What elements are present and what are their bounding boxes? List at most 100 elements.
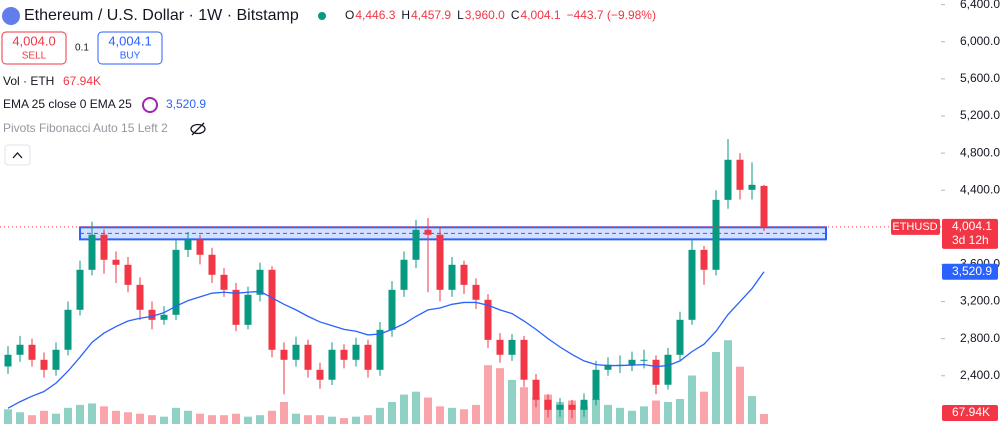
collapse-icon	[12, 152, 23, 159]
candle-body	[640, 359, 648, 361]
volume-bar	[16, 412, 24, 424]
candle-body	[376, 329, 384, 370]
candle-body	[472, 284, 480, 300]
spread: 0.1	[75, 43, 89, 54]
symbol-label: ETHUSD	[892, 221, 937, 233]
volume-legend[interactable]: Vol · ETH	[3, 74, 54, 88]
y-tick-label: 5,200.0	[960, 108, 1000, 122]
ema-tag-label: 3,520.9	[952, 264, 992, 278]
candle-body	[400, 259, 408, 290]
ema-icon[interactable]	[142, 97, 158, 113]
sell-button[interactable]	[1, 31, 67, 65]
volume-bar	[496, 368, 504, 424]
candle-body	[388, 289, 396, 330]
volume-bar	[88, 403, 96, 424]
candle-body	[232, 289, 240, 325]
y-tick-label: 5,600.0	[960, 71, 1000, 85]
candle-body	[700, 249, 708, 270]
ohlc-value: 4,457.9	[411, 8, 451, 22]
candle-body	[532, 379, 540, 400]
candle-body	[136, 284, 144, 310]
ema-tag	[942, 263, 998, 280]
ohlc-key: C	[511, 8, 520, 22]
candle-body	[4, 354, 12, 367]
volume-bar	[124, 412, 132, 424]
pivots-legend[interactable]: Pivots Fibonacci Auto 15 Left 2	[3, 121, 168, 135]
candle-body	[568, 404, 576, 410]
candle-body	[604, 364, 612, 370]
volume-bar	[676, 399, 684, 424]
volume-bar	[64, 407, 72, 424]
candle-body	[40, 359, 48, 370]
candle-body	[436, 234, 444, 290]
candle-body	[460, 264, 468, 285]
volume-tag	[942, 405, 998, 421]
last-price-label: 4,004.1	[952, 219, 992, 233]
price-axis	[941, 0, 1005, 424]
candle-body	[556, 404, 564, 410]
volume-bar	[724, 340, 732, 424]
volume-bar	[760, 414, 768, 424]
market-status[interactable]	[318, 12, 326, 20]
volume-bar	[184, 410, 192, 424]
volume-bar	[472, 404, 480, 424]
price-tags: ETHUSD 4,004.13d 12h 3,520.9 67.94K	[891, 218, 998, 421]
candle-body	[268, 269, 276, 350]
volume-bar	[412, 391, 420, 424]
volume-bar	[148, 415, 156, 424]
candle-body	[184, 239, 192, 250]
volume-bar	[736, 366, 744, 424]
candle-body	[220, 274, 228, 290]
volume-bar	[112, 410, 120, 424]
candle-body	[88, 234, 96, 270]
volume-bar	[628, 410, 636, 424]
volume-bar	[640, 406, 648, 424]
candle-body	[328, 349, 336, 380]
hidden-icon[interactable]	[190, 122, 206, 136]
ohlc-legend: O 4,446.3 H 4,457.9 L 3,960.0 C 4,004.1 −443.7 (…	[345, 8, 656, 22]
candle-body	[208, 254, 216, 275]
candle-body	[664, 354, 672, 385]
candle-body	[316, 369, 324, 380]
candle-body	[196, 239, 204, 255]
volume-bar	[448, 407, 456, 424]
volume-bar	[256, 415, 264, 424]
volume-bar	[388, 401, 396, 424]
candle-body	[748, 184, 756, 190]
candle-body	[724, 159, 732, 200]
volume-bar	[400, 394, 408, 424]
candle-body	[712, 199, 720, 270]
symbol-tag	[891, 218, 940, 235]
volume-bar	[52, 413, 60, 424]
candle-body	[520, 339, 528, 380]
volume-bar	[592, 399, 600, 424]
volume-bar	[280, 401, 288, 424]
candle-body	[412, 229, 420, 260]
candle-body	[760, 185, 768, 227]
volume-bar	[196, 413, 204, 424]
candle-body	[256, 269, 264, 295]
candle-body	[484, 299, 492, 340]
volume-bar	[688, 375, 696, 424]
candle-body	[508, 339, 516, 355]
volume-bar	[232, 413, 240, 424]
ema-legend[interactable]: EMA 25 close 0 EMA 25	[3, 97, 132, 111]
volume-bar	[748, 396, 756, 424]
candle-body	[736, 159, 744, 190]
candle-body	[580, 399, 588, 410]
change: −443.7 (−9.98%)	[567, 8, 656, 22]
volume-bar	[424, 397, 432, 424]
candle-body	[340, 349, 348, 360]
volume-bar	[244, 416, 252, 424]
candle-body	[244, 294, 252, 325]
candle-body	[352, 344, 360, 360]
y-tick-label: 2,400.0	[960, 368, 1000, 382]
volume-bar	[172, 407, 180, 424]
candle-body	[76, 269, 84, 310]
y-tick-label: 3,200.0	[960, 294, 1000, 308]
collapse-button[interactable]	[4, 144, 31, 166]
y-tick-label: 4,400.0	[960, 182, 1000, 196]
volume-bar	[376, 407, 384, 424]
plot-area	[0, 139, 941, 424]
buy-button[interactable]	[97, 31, 163, 65]
